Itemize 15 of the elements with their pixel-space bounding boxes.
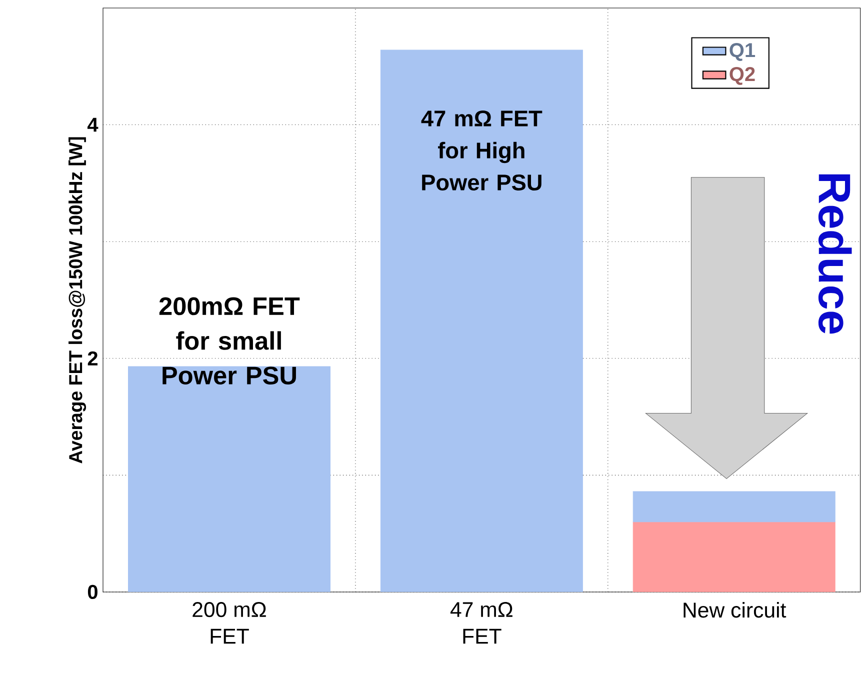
y-tick-label: 2 (88, 351, 98, 366)
annotation: Reduce (818, 174, 852, 334)
x-tick-label: 47 mΩ FET (450, 602, 512, 644)
bar (632, 491, 836, 522)
bar (128, 366, 330, 592)
annotation: 200mΩ FET for small Power PSU (159, 297, 300, 385)
bar (380, 50, 583, 592)
y-tick-label: 4 (87, 118, 98, 132)
annotation: 47 mΩ FET for High Power PSU (421, 110, 542, 191)
x-tick-label: New circuit (684, 602, 786, 618)
y-axis-title: Average FET loss@150W 100kHz [W] (68, 137, 86, 464)
legend-label: Q1 (730, 43, 756, 61)
y-tick-label: 0 (88, 584, 98, 600)
legend-label: Q2 (730, 67, 755, 85)
x-tick-label: 200 mΩ FET (192, 602, 266, 644)
